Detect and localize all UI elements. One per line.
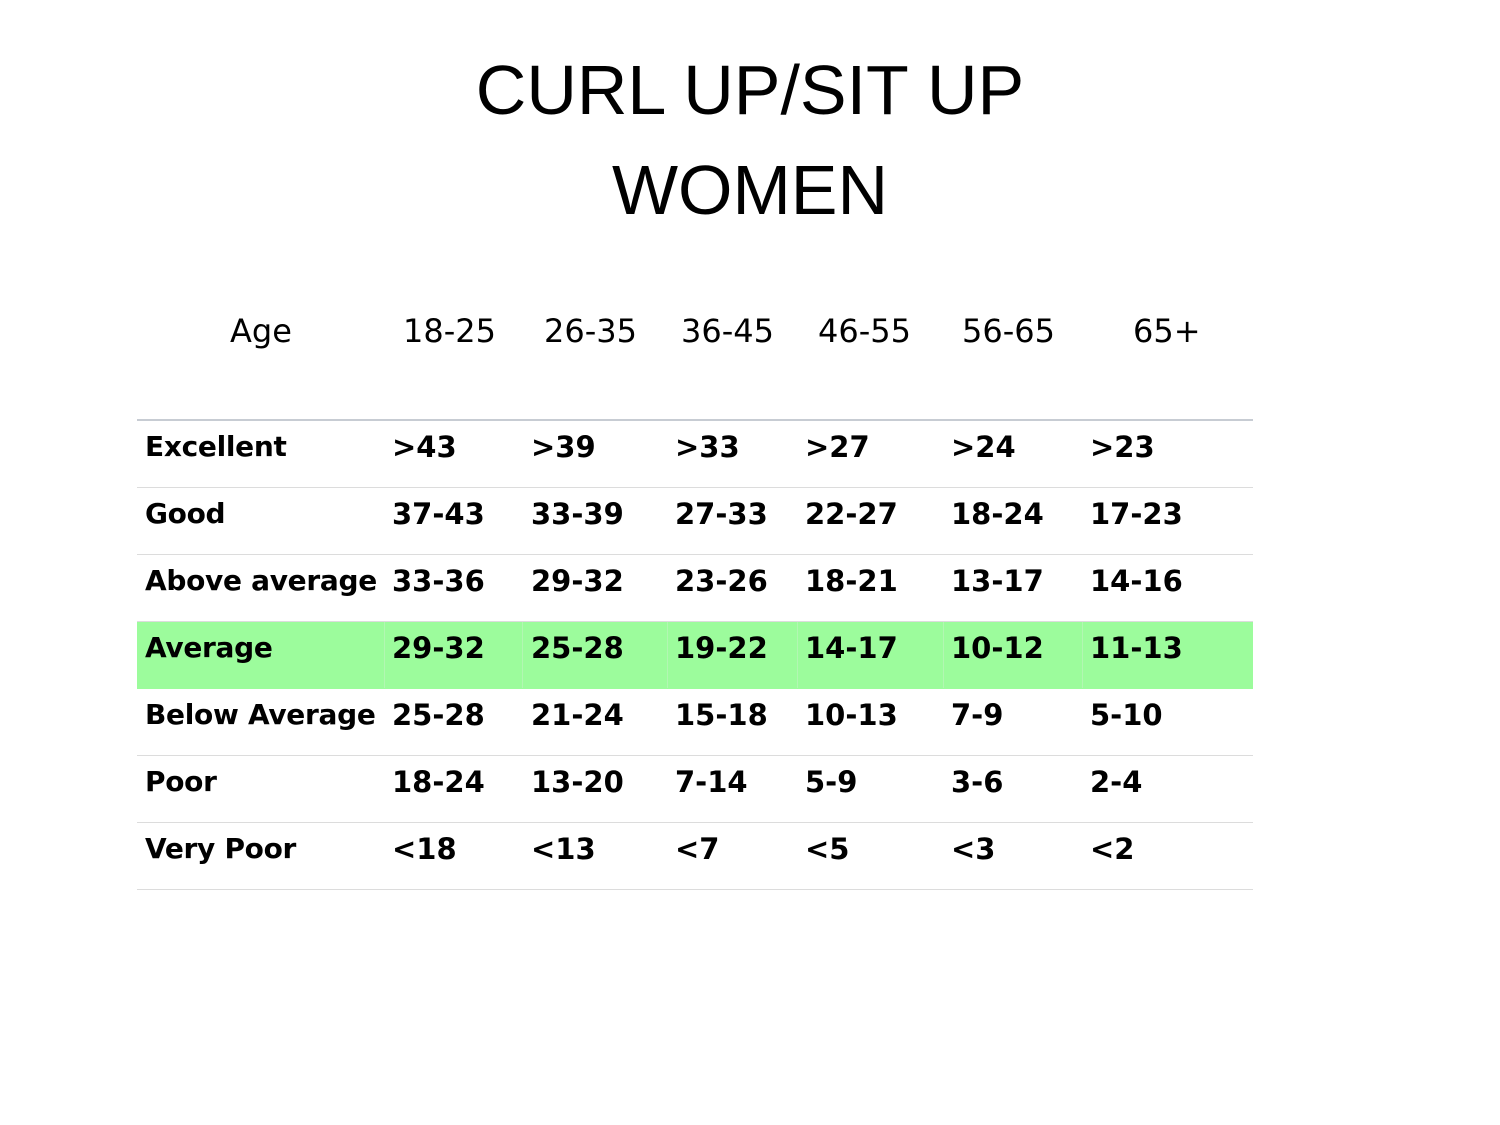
row-label: Excellent — [145, 430, 287, 463]
table-cell: >33 — [675, 430, 740, 464]
row-label: Below Average — [145, 698, 376, 731]
table-cell: 15-18 — [675, 698, 768, 732]
table-cell: 2-4 — [1090, 765, 1143, 799]
age-header-label: Age — [230, 312, 292, 350]
column-divider — [943, 622, 944, 688]
row-label: Above average — [145, 564, 377, 597]
table-cell: 29-32 — [392, 631, 485, 665]
table-cell: 5-10 — [1090, 698, 1163, 732]
table-cell: 22-27 — [805, 497, 898, 531]
table-cell: 18-21 — [805, 564, 898, 598]
table-cell: <2 — [1090, 832, 1135, 866]
table-cell: 25-28 — [531, 631, 624, 665]
table-cell: 10-13 — [805, 698, 898, 732]
table-cell: 13-20 — [531, 765, 624, 799]
table-cell: 21-24 — [531, 698, 624, 732]
table-cell: 33-36 — [392, 564, 485, 598]
table-cell: >23 — [1090, 430, 1155, 464]
table-cell: >39 — [531, 430, 596, 464]
column-divider — [797, 622, 798, 688]
row-label: Average — [145, 631, 273, 664]
table-cell: <18 — [392, 832, 457, 866]
column-divider — [667, 622, 668, 688]
table-cell: >24 — [951, 430, 1016, 464]
column-divider — [1082, 622, 1083, 688]
column-divider — [522, 622, 523, 688]
table-row-good: Good 37-43 33-39 27-33 22-27 18-24 17-23 — [137, 488, 1253, 555]
table-cell: 13-17 — [951, 564, 1044, 598]
table-cell: 18-24 — [392, 765, 485, 799]
table-cell: 29-32 — [531, 564, 624, 598]
table-cell: <13 — [531, 832, 596, 866]
table-row-below-average: Below Average 25-28 21-24 15-18 10-13 7-… — [137, 689, 1253, 756]
table-row-average: Average 29-32 25-28 19-22 14-17 10-12 11… — [137, 622, 1253, 689]
page-title-line-2: WOMEN — [611, 151, 889, 229]
table-cell: 7-9 — [951, 698, 1004, 732]
age-group-header: 18-25 — [403, 312, 496, 350]
table-cell: 27-33 — [675, 497, 768, 531]
age-group-header: 65+ — [1133, 312, 1201, 350]
age-header-row: Age 18-25 26-35 36-45 46-55 56-65 65+ — [0, 308, 1500, 358]
table-cell: <7 — [675, 832, 720, 866]
age-group-header: 56-65 — [962, 312, 1055, 350]
age-group-header: 26-35 — [544, 312, 637, 350]
table-cell: 33-39 — [531, 497, 624, 531]
table-row-poor: Poor 18-24 13-20 7-14 5-9 3-6 2-4 — [137, 756, 1253, 823]
table-cell: >27 — [805, 430, 870, 464]
row-label: Poor — [145, 765, 217, 798]
table-row-above-average: Above average 33-36 29-32 23-26 18-21 13… — [137, 555, 1253, 622]
table-cell: <5 — [805, 832, 850, 866]
page-title-line-1: CURL UP/SIT UP — [475, 51, 1025, 129]
table-cell: 25-28 — [392, 698, 485, 732]
table-row-excellent: Excellent >43 >39 >33 >27 >24 >23 — [137, 421, 1253, 488]
table-cell: 14-16 — [1090, 564, 1183, 598]
table-cell: 7-14 — [675, 765, 748, 799]
table-cell: 14-17 — [805, 631, 898, 665]
row-label: Very Poor — [145, 832, 297, 865]
table-cell: 5-9 — [805, 765, 858, 799]
norms-table: Excellent >43 >39 >33 >27 >24 >23 Good 3… — [137, 419, 1253, 890]
table-cell: 10-12 — [951, 631, 1044, 665]
table-cell: 19-22 — [675, 631, 768, 665]
table-cell: 11-13 — [1090, 631, 1183, 665]
row-label: Good — [145, 497, 226, 530]
table-cell: 18-24 — [951, 497, 1044, 531]
table-cell: >43 — [392, 430, 457, 464]
age-group-header: 36-45 — [681, 312, 774, 350]
table-cell: 23-26 — [675, 564, 768, 598]
age-group-header: 46-55 — [818, 312, 911, 350]
table-row-very-poor: Very Poor <18 <13 <7 <5 <3 <2 — [137, 823, 1253, 890]
table-cell: 3-6 — [951, 765, 1004, 799]
table-cell: 17-23 — [1090, 497, 1183, 531]
column-divider — [384, 622, 385, 688]
table-cell: 37-43 — [392, 497, 485, 531]
table-cell: <3 — [951, 832, 996, 866]
